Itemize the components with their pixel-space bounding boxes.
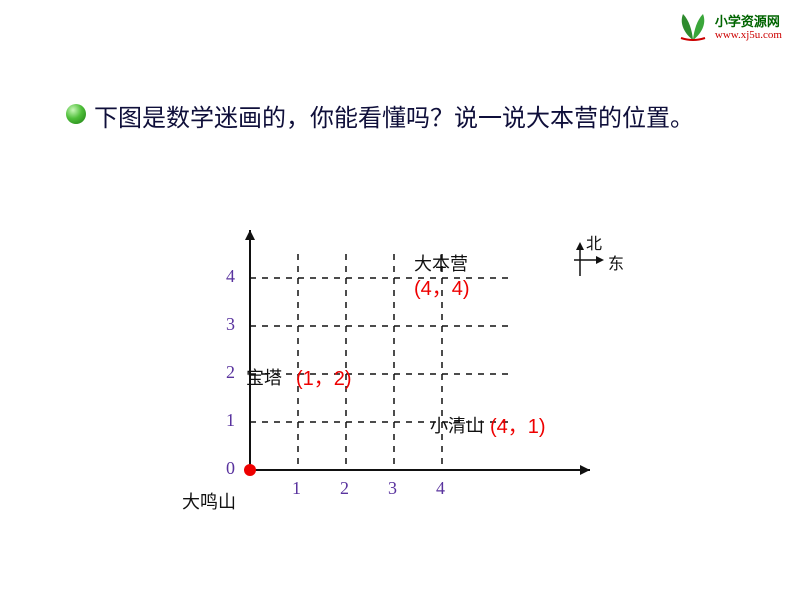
point-coord: (4，4) <box>414 272 470 301</box>
bullet-icon <box>66 104 86 124</box>
question-text: 下图是数学迷画的，你能看懂吗？说一说大本营的位置。 <box>94 100 740 138</box>
logo-text: 小学资源网 www.xj5u.com <box>715 15 782 41</box>
point-name: 宝塔 <box>246 364 282 390</box>
point-coord: (1，2) <box>296 362 352 391</box>
y-tick-label: 4 <box>226 266 235 287</box>
x-tick-label: 2 <box>340 478 349 499</box>
y-tick-label: 0 <box>226 458 235 479</box>
y-tick-label: 2 <box>226 362 235 383</box>
compass-east: 东 <box>608 250 624 274</box>
x-tick-label: 3 <box>388 478 397 499</box>
y-tick-label: 3 <box>226 314 235 335</box>
site-logo: 小学资源网 www.xj5u.com <box>675 12 782 44</box>
point-name: 小清山 <box>430 412 484 438</box>
x-tick-label: 4 <box>436 478 445 499</box>
coordinate-chart: 012341234大鸣山宝塔(1，2)小清山(4，1)大本营(4，4)北东 <box>160 220 640 550</box>
origin-dot <box>244 464 256 476</box>
point-name: 大鸣山 <box>182 488 236 514</box>
y-tick-label: 1 <box>226 410 235 431</box>
point-coord: (4，1) <box>490 410 546 439</box>
leaf-icon <box>675 12 711 44</box>
logo-url: www.xj5u.com <box>715 29 782 41</box>
compass-north: 北 <box>586 230 602 254</box>
logo-cn: 小学资源网 <box>715 15 782 29</box>
x-tick-label: 1 <box>292 478 301 499</box>
